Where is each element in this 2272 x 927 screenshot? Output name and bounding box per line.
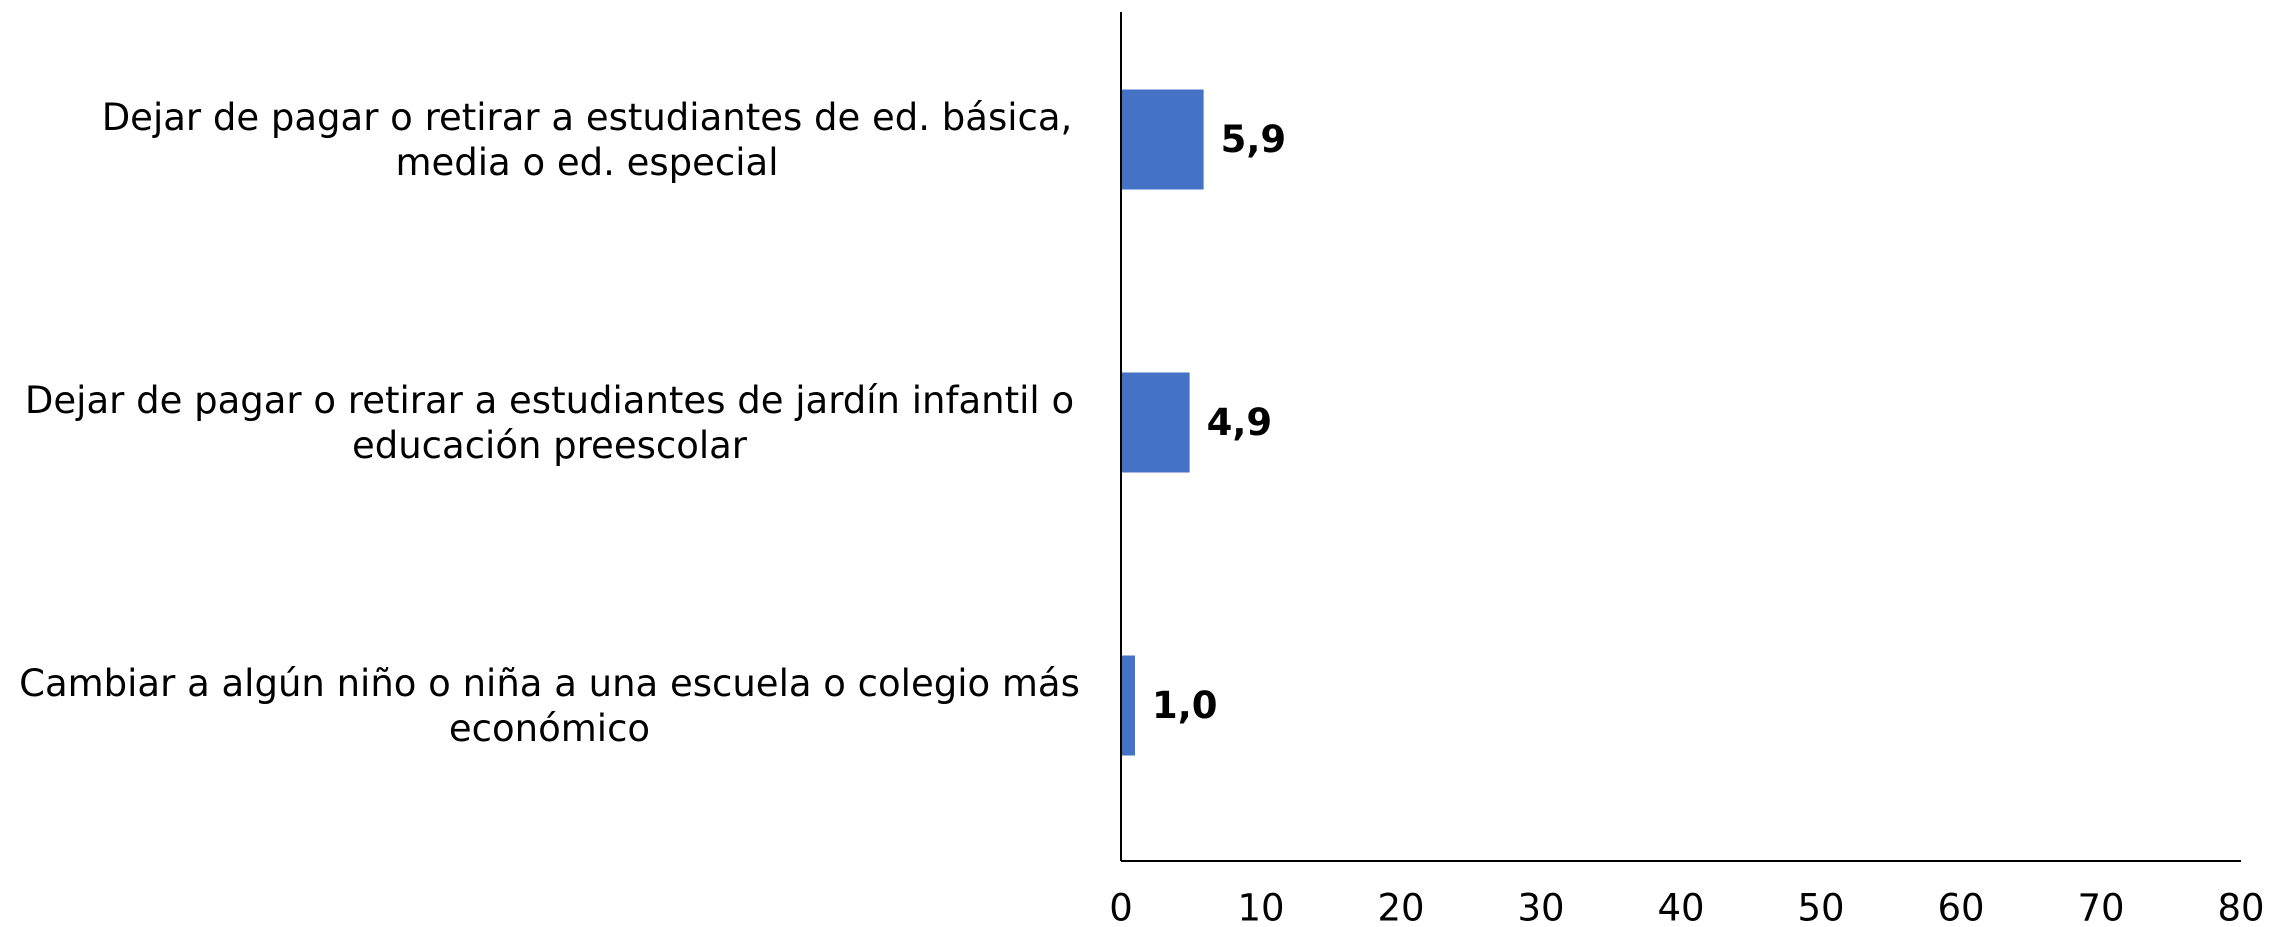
- bar: [1121, 372, 1190, 473]
- data-label: 4,9: [1207, 401, 1273, 444]
- x-tick-label: 80: [2217, 887, 2264, 927]
- x-tick-label: 20: [1377, 887, 1424, 927]
- data-label: 1,0: [1152, 684, 1218, 727]
- y-tick-label: Cambiar a algún niño o niña a una escuel…: [19, 661, 1080, 750]
- x-tick-label: 30: [1517, 887, 1564, 927]
- x-tick-label: 10: [1237, 887, 1284, 927]
- x-tick-label: 40: [1657, 887, 1704, 927]
- x-tick-label: 60: [1937, 887, 1984, 927]
- x-tick-label: 70: [2077, 887, 2124, 927]
- x-tick-label: 0: [1109, 887, 1133, 927]
- data-label: 5,9: [1221, 118, 1287, 161]
- y-tick-label: Dejar de pagar o retirar a estudiantes d…: [101, 95, 1073, 184]
- bar: [1121, 89, 1204, 190]
- x-tick-label: 50: [1797, 887, 1844, 927]
- bar: [1121, 655, 1135, 756]
- y-tick-label: Dejar de pagar o retirar a estudiantes d…: [24, 378, 1075, 467]
